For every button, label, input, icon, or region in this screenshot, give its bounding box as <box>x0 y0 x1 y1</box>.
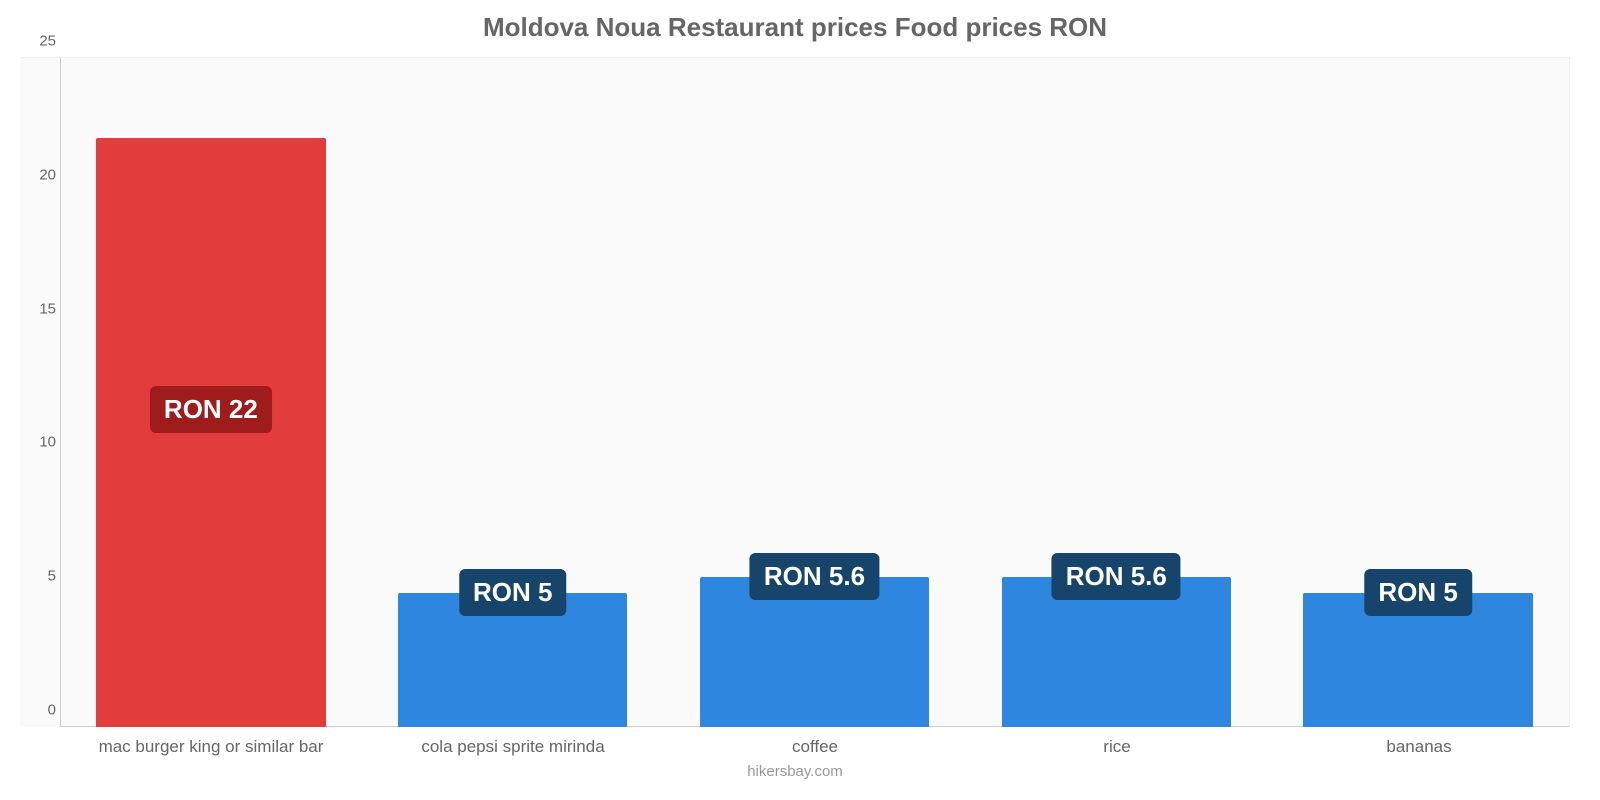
y-tick-label: 10 <box>20 434 56 451</box>
chart-credit: hikersbay.com <box>20 757 1570 780</box>
value-badge: RON 5.6 <box>750 553 879 600</box>
bar: RON 22 <box>96 138 325 727</box>
plot-inner: RON 22RON 5RON 5.6RON 5.6RON 5 051015202… <box>60 58 1569 727</box>
chart-container: Moldova Noua Restaurant prices Food pric… <box>0 0 1600 800</box>
y-tick-label: 5 <box>20 568 56 585</box>
bar: RON 5.6 <box>700 577 929 727</box>
value-badge: RON 5.6 <box>1052 553 1181 600</box>
x-tick-label: bananas <box>1268 737 1570 757</box>
bars-group: RON 22RON 5RON 5.6RON 5.6RON 5 <box>60 58 1569 727</box>
y-tick-label: 0 <box>20 702 56 719</box>
x-axis-labels: mac burger king or similar barcola pepsi… <box>60 727 1570 757</box>
x-tick-label: rice <box>966 737 1268 757</box>
x-tick-label: coffee <box>664 737 966 757</box>
bar: RON 5.6 <box>1002 577 1231 727</box>
plot-area: RON 22RON 5RON 5.6RON 5.6RON 5 051015202… <box>20 57 1570 727</box>
bar-slot: RON 22 <box>60 58 362 727</box>
value-badge: RON 5 <box>459 569 566 616</box>
x-tick-label: mac burger king or similar bar <box>60 737 362 757</box>
bar-slot: RON 5 <box>362 58 664 727</box>
bar: RON 5 <box>1303 593 1532 727</box>
bar-slot: RON 5 <box>1267 58 1569 727</box>
value-badge: RON 22 <box>150 386 272 433</box>
y-tick-label: 25 <box>20 33 56 50</box>
bar-slot: RON 5.6 <box>965 58 1267 727</box>
bar: RON 5 <box>398 593 627 727</box>
bar-slot: RON 5.6 <box>664 58 966 727</box>
y-tick-label: 20 <box>20 166 56 183</box>
value-badge: RON 5 <box>1364 569 1471 616</box>
x-tick-label: cola pepsi sprite mirinda <box>362 737 664 757</box>
y-tick-label: 15 <box>20 300 56 317</box>
chart-title: Moldova Noua Restaurant prices Food pric… <box>20 0 1570 57</box>
